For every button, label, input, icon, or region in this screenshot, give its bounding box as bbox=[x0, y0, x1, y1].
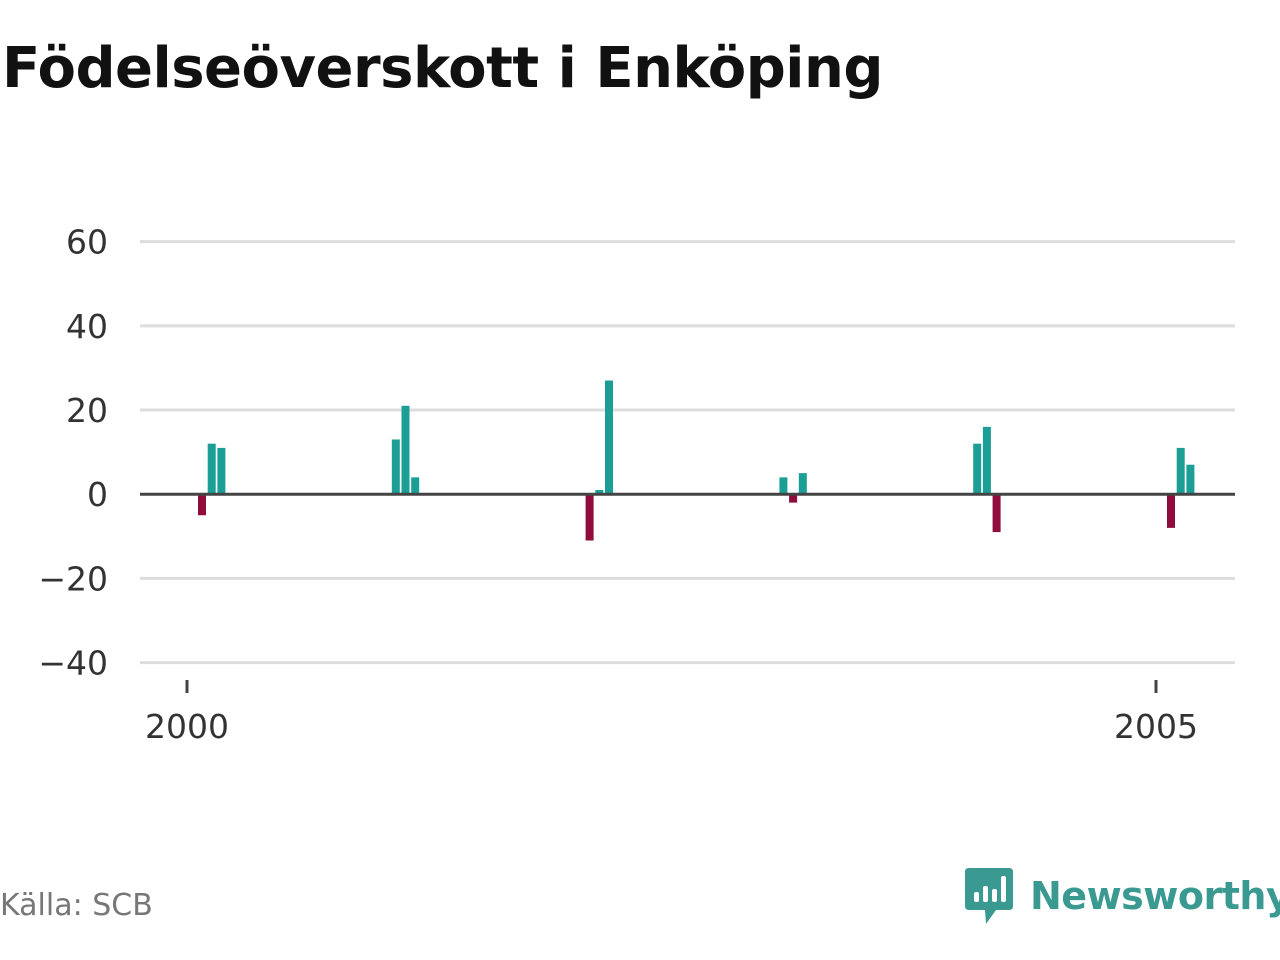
x-tick-label: 2005 bbox=[1114, 707, 1198, 746]
bar bbox=[585, 494, 594, 541]
bar bbox=[779, 477, 788, 495]
y-tick-label: 60 bbox=[66, 223, 108, 262]
y-tick-label: 40 bbox=[66, 307, 108, 346]
bar bbox=[1186, 464, 1195, 495]
bar bbox=[982, 426, 991, 495]
x-tick-label: 2000 bbox=[145, 707, 229, 746]
source-note: Källa: SCB bbox=[0, 888, 153, 923]
bar bbox=[401, 405, 410, 495]
bar bbox=[798, 473, 807, 495]
y-tick-label: 20 bbox=[66, 391, 108, 430]
y-tick-label: 0 bbox=[87, 475, 108, 514]
bar bbox=[411, 477, 420, 495]
bar bbox=[605, 380, 613, 495]
bar bbox=[207, 443, 216, 495]
bar bbox=[217, 447, 226, 495]
bar bbox=[391, 439, 400, 495]
chart-title: Födelseöverskott i Enköping bbox=[2, 36, 883, 101]
bar bbox=[198, 494, 206, 516]
bar bbox=[992, 494, 1001, 533]
y-tick-label: −20 bbox=[38, 559, 108, 598]
bar bbox=[1167, 494, 1175, 528]
bar-chart-speech-bubble-icon bbox=[965, 868, 1013, 924]
brand-logo: Newsworthy bbox=[964, 864, 1280, 928]
gridlines bbox=[140, 240, 1235, 665]
bar bbox=[973, 443, 982, 495]
brand-name: Newsworthy bbox=[1030, 874, 1280, 918]
bars bbox=[198, 380, 1195, 541]
y-tick-label: −40 bbox=[38, 644, 108, 683]
bar bbox=[595, 489, 604, 495]
bar bbox=[789, 494, 798, 503]
bar bbox=[1176, 447, 1185, 495]
